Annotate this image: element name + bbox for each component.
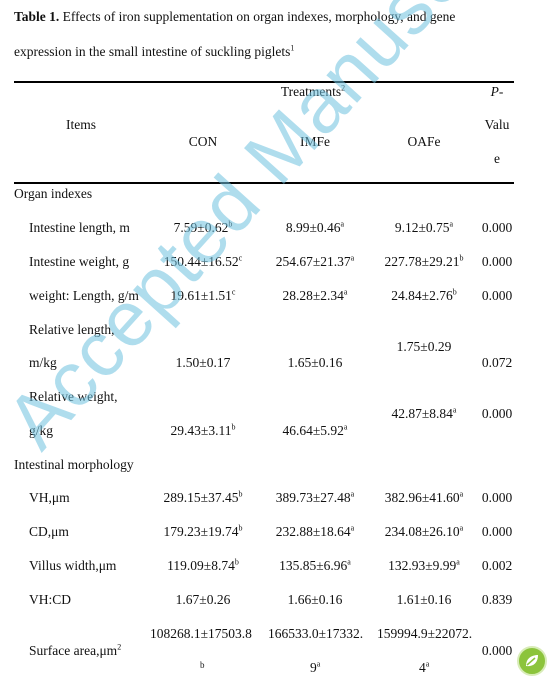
cell-imfe: 135.85±6.96a — [279, 557, 351, 573]
row-label-line2: g/kg — [29, 423, 54, 438]
header-con: CON — [188, 134, 218, 149]
cell-p: 0.000 — [481, 490, 513, 505]
row-label-line1: Relative length, — [29, 322, 115, 337]
row-label: Surface area,μm2 — [29, 642, 122, 658]
cell-con: 179.23±19.74b — [163, 523, 243, 539]
header-p-line2: Valu — [484, 117, 510, 132]
cell-imfe: 254.67±21.37a — [275, 253, 355, 269]
header-p-line1: P- — [490, 84, 504, 99]
caption-note: 1 — [290, 43, 295, 53]
cell-p: 0.839 — [481, 592, 513, 607]
cell-con: 29.43±3.11b — [170, 422, 236, 438]
header-treatments-note: 2 — [341, 83, 346, 93]
cell-oafe: 9.12±0.75a — [394, 219, 454, 235]
cell-p: 0.000 — [481, 288, 513, 303]
cell-p: 0.000 — [481, 406, 513, 421]
cell-con: 7.59±0.62b — [173, 219, 233, 235]
row-label: Intestine length, m — [29, 220, 130, 235]
cell-con: 19.61±1.51c — [170, 287, 236, 303]
header-items: Items — [66, 117, 96, 132]
cell-imfe: 389.73±27.48a — [275, 489, 355, 505]
cell-imfe: 8.99±0.46a — [285, 219, 345, 235]
row-label-line1: Relative weight, — [29, 389, 118, 404]
header-oafe: OAFe — [407, 134, 441, 149]
row-label: weight: Length, g/m — [29, 288, 139, 303]
cell-p: 0.002 — [481, 558, 513, 573]
leaf-logo-icon — [517, 646, 547, 676]
cell-oafe-line1: 159994.9±22072. — [377, 626, 473, 641]
cell-imfe-line2: 9a — [310, 659, 321, 675]
header-imfe: IMFe — [300, 134, 330, 149]
row-label-line2: m/kg — [29, 355, 57, 370]
cell-p: 0.000 — [481, 524, 513, 539]
row-label: CD,μm — [29, 524, 69, 539]
cell-imfe: 46.64±5.92a — [282, 422, 348, 438]
table-caption-line2: expression in the small intestine of suc… — [14, 44, 294, 60]
cell-con-line2: b — [200, 660, 205, 670]
section-intestinal-morphology: Intestinal morphology — [14, 457, 134, 472]
row-label: Intestine weight, g — [29, 254, 130, 269]
caption-label: Table 1. — [14, 9, 60, 24]
header-treatments-label: Treatments — [280, 84, 342, 99]
header-rule — [14, 182, 514, 184]
row-label: VH,μm — [29, 490, 70, 505]
cell-oafe: 227.78±29.21b — [384, 253, 464, 269]
row-label: VH:CD — [29, 592, 72, 607]
top-rule — [14, 81, 514, 83]
cell-p: 0.000 — [481, 220, 513, 235]
cell-oafe: 1.61±0.16 — [396, 592, 452, 607]
cell-imfe: 232.88±18.64a — [275, 523, 355, 539]
cell-imfe: 1.65±0.16 — [287, 355, 343, 370]
cell-oafe: 382.96±41.60a — [384, 489, 464, 505]
cell-oafe-line2: 4a — [419, 659, 430, 675]
cell-p: 0.000 — [481, 254, 513, 269]
section-organ-indexes: Organ indexes — [14, 186, 93, 201]
cell-oafe: 132.93±9.99a — [388, 557, 460, 573]
cell-p: 0.000 — [481, 643, 513, 658]
cell-imfe: 28.28±2.34a — [282, 287, 348, 303]
cell-con: 1.50±0.17 — [175, 355, 231, 370]
cell-con: 289.15±37.45b — [163, 489, 243, 505]
cell-imfe: 1.66±0.16 — [287, 592, 343, 607]
cell-con: 150.44±16.52c — [163, 253, 243, 269]
cell-p: 0.072 — [481, 355, 513, 370]
cell-oafe: 234.08±26.10a — [384, 523, 464, 539]
cell-con: 119.09±8.74b — [167, 557, 239, 573]
table-caption-line1: Table 1. Effects of iron supplementation… — [14, 9, 455, 25]
header-treatments: Treatments2 — [281, 84, 345, 100]
cell-oafe: 24.84±2.76b — [391, 287, 457, 303]
header-p-line3: e — [494, 151, 500, 166]
row-label: Villus width,μm — [29, 558, 117, 573]
cell-oafe: 1.75±0.29 — [396, 339, 452, 354]
cell-imfe-line1: 166533.0±17332. — [268, 626, 364, 641]
cell-oafe: 42.87±8.84a — [391, 405, 457, 421]
caption-text-2: expression in the small intestine of suc… — [14, 44, 291, 59]
cell-con: 1.67±0.26 — [175, 592, 231, 607]
caption-text-1: Effects of iron supplementation on organ… — [62, 9, 456, 24]
cell-con-line1: 108268.1±17503.8 — [150, 626, 252, 641]
